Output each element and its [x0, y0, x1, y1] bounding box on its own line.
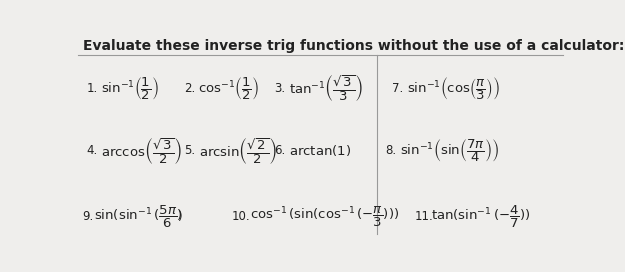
Text: $\sin^{-1}\!\left(\sin\!\left(\dfrac{7\pi}{4}\right)\right)$: $\sin^{-1}\!\left(\sin\!\left(\dfrac{7\p…	[400, 137, 499, 165]
Text: ): )	[177, 211, 182, 223]
Text: 7.: 7.	[392, 82, 403, 95]
Text: Evaluate these inverse trig functions without the use of a calculator: (you may : Evaluate these inverse trig functions wi…	[83, 39, 625, 53]
Text: $\tan(\sin^{-1}(-\dfrac{4}{7}))$: $\tan(\sin^{-1}(-\dfrac{4}{7}))$	[431, 204, 531, 230]
Text: $\sin^{-1}\!\left(\cos\!\left(\dfrac{\pi}{3}\right)\right)$: $\sin^{-1}\!\left(\cos\!\left(\dfrac{\pi…	[406, 75, 499, 102]
Text: $\arcsin\!\left(\dfrac{\sqrt{2}}{2}\right)$: $\arcsin\!\left(\dfrac{\sqrt{2}}{2}\righ…	[199, 136, 278, 166]
Text: $\sin(\sin^{-1}(\dfrac{5\pi}{6})$: $\sin(\sin^{-1}(\dfrac{5\pi}{6})$	[94, 204, 182, 230]
Text: 2.: 2.	[184, 82, 195, 95]
Text: 4.: 4.	[87, 144, 98, 157]
Text: $\sin^{-1}\!\left(\dfrac{1}{2}\right)$: $\sin^{-1}\!\left(\dfrac{1}{2}\right)$	[101, 75, 159, 102]
Text: 9.: 9.	[82, 211, 93, 223]
Text: $\cos^{-1}\!\left(\dfrac{1}{2}\right)$: $\cos^{-1}\!\left(\dfrac{1}{2}\right)$	[198, 75, 259, 102]
Text: 10.: 10.	[232, 211, 251, 223]
Text: 8.: 8.	[386, 144, 397, 157]
Text: $\cos^{-1}(\sin(\cos^{-1}(-\dfrac{\pi}{3})))$: $\cos^{-1}(\sin(\cos^{-1}(-\dfrac{\pi}{3…	[250, 205, 399, 229]
Text: 3.: 3.	[274, 82, 286, 95]
Text: 1.: 1.	[87, 82, 98, 95]
Text: $\arccos\!\left(\dfrac{\sqrt{3}}{2}\right)$: $\arccos\!\left(\dfrac{\sqrt{3}}{2}\righ…	[101, 136, 183, 166]
Text: 5.: 5.	[184, 144, 195, 157]
Text: $\tan^{-1}\!\left(\dfrac{\sqrt{3}}{3}\right)$: $\tan^{-1}\!\left(\dfrac{\sqrt{3}}{3}\ri…	[289, 73, 363, 103]
Text: 6.: 6.	[274, 144, 286, 157]
Text: 11.: 11.	[415, 211, 434, 223]
Text: $\arctan(1)$: $\arctan(1)$	[289, 143, 351, 159]
